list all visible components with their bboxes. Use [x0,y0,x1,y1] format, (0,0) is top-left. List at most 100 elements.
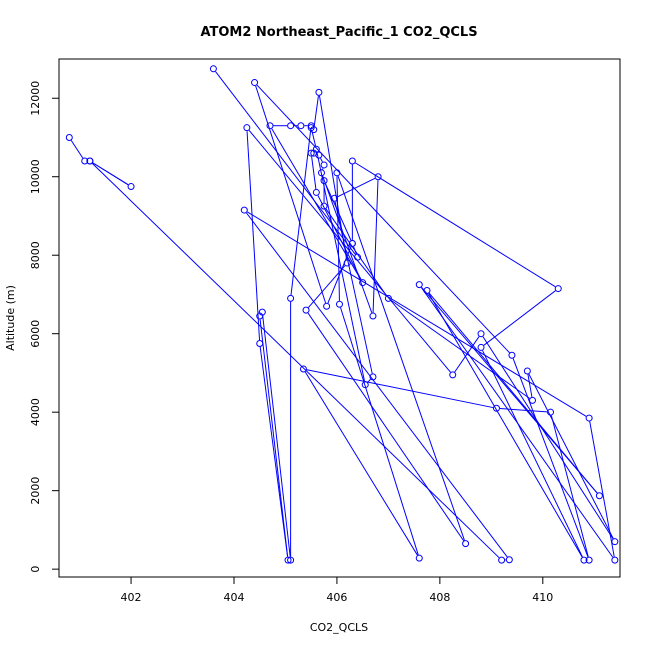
data-point [302,306,310,314]
series-line-segment [304,371,418,556]
data-point [498,556,506,564]
series-line-segment [454,336,480,373]
series-line-segment [428,292,598,494]
data-point [287,556,295,564]
data-point [423,287,431,295]
data-point [359,279,367,287]
series-line-segment [527,374,533,398]
data-point [310,126,318,134]
series-line-segment [255,85,327,304]
series-line-segment [246,212,508,558]
series-line-segment [311,130,317,146]
y-tick-label: 0 [29,566,42,573]
series-line-segment [215,71,356,255]
y-tick-label: 10000 [29,159,42,194]
x-tick-label: 402 [121,591,142,604]
data-point [415,281,423,289]
series-line-segment [317,195,362,280]
data-point [86,157,94,165]
series-line-segment [353,246,357,255]
y-axis-label: Altitude (m) [4,285,17,351]
data-point [529,396,537,404]
data-point [595,492,603,500]
series-line-segment [483,290,556,346]
data-point [312,145,320,153]
data-point [369,373,377,381]
data-point [348,239,356,247]
data-point [333,169,341,177]
x-axis-label: CO2_QCLS [310,621,368,634]
series-line-segment [372,180,379,313]
y-tick-label: 6000 [29,320,42,348]
series-line-segment [340,307,419,555]
plot-frame [58,58,621,578]
series-layer [65,65,619,564]
series-line-segment [306,369,494,409]
data-point [315,88,323,96]
series-line-segment [92,163,500,559]
data-point [330,194,338,202]
data-point [449,371,457,379]
data-point [258,308,266,316]
data-point [312,188,320,196]
series-line-segment [325,208,387,296]
data-point [297,122,305,130]
data-point [369,312,377,320]
series-line-segment [528,373,614,539]
data-point [266,122,274,130]
data-point [209,65,217,73]
data-point [287,294,295,302]
data-point [243,124,251,132]
data-point [523,367,531,375]
data-point [81,157,89,165]
data-point [256,340,264,348]
series-line-segment [337,175,465,541]
chart-title: ATOM2 Northeast_Pacific_1 CO2_QCLS [200,25,477,40]
data-point [508,351,516,359]
series-line-segment [320,158,323,163]
y-axis: 0 2000 4000 6000 8000 10000 12000 [29,81,59,573]
data-point [315,151,323,159]
data-point [492,404,500,412]
y-tick-label: 8000 [29,241,42,269]
data-point [361,381,369,389]
series-line-segment [325,183,352,241]
data-point [320,202,328,210]
series-line-segment [307,312,465,542]
series-line-segment [290,129,312,295]
data-point [415,554,423,562]
data-point [65,133,73,141]
x-axis: 402 404 406 408 410 [121,577,553,604]
y-tick-label: 2000 [29,477,42,505]
data-point [580,556,588,564]
data-point [336,300,343,308]
series-line-segment [313,95,319,127]
series-line-segment [311,156,317,190]
data-point [284,556,292,564]
series-line-segment [550,415,589,557]
data-point [585,414,593,422]
series-line-segment [512,358,589,558]
data-point [343,259,351,267]
x-tick-label: 406 [326,591,347,604]
series-line-segment [259,346,289,557]
series-line-segment [499,408,548,413]
y-tick-label: 12000 [29,81,42,116]
series-line-segment [327,246,352,304]
data-point [611,556,619,564]
series-line-segment [482,350,583,558]
series-line-segment [482,336,614,540]
data-point [287,122,295,130]
data-point [354,253,362,261]
data-point [477,343,485,351]
series-line-segment [70,140,84,159]
series-line-segment [334,201,373,374]
data-point [547,408,555,416]
x-tick-label: 404 [223,591,244,604]
data-point [384,294,392,302]
series-line-segment [262,315,291,557]
series-line-segment [428,293,583,558]
series-line-segment [318,95,348,260]
series-line-segment [92,162,129,186]
